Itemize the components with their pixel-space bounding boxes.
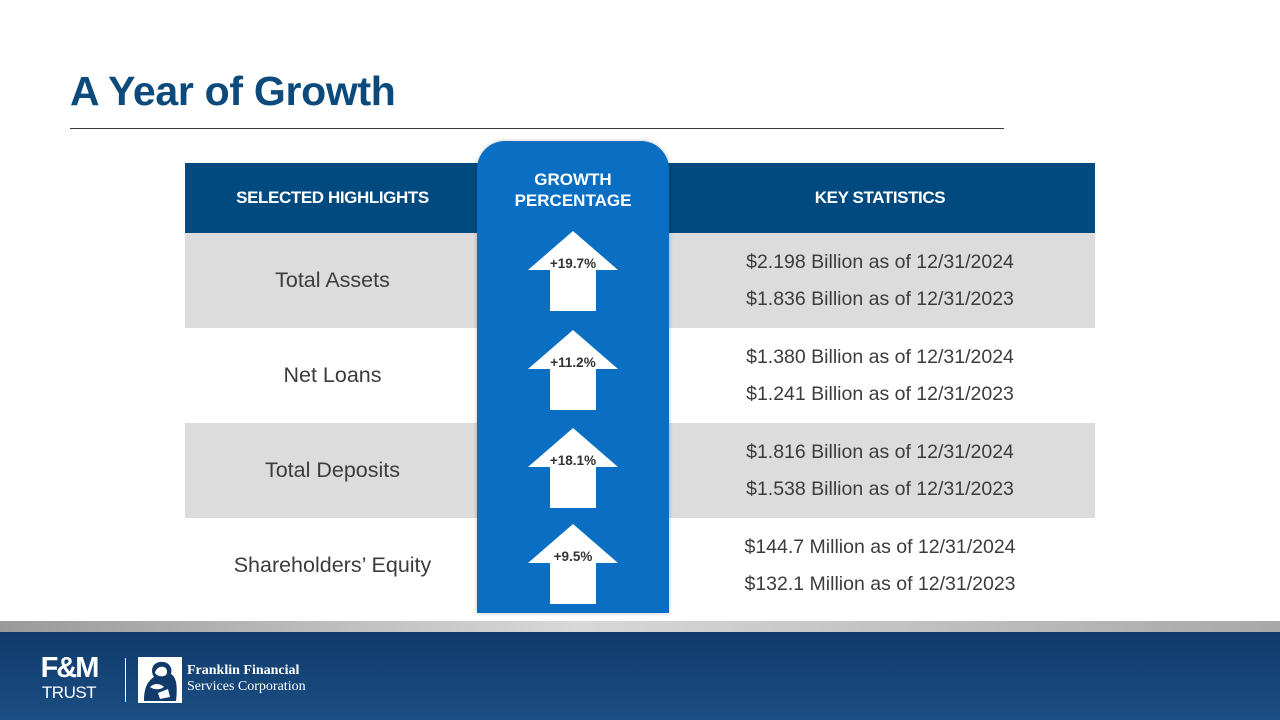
row-label: Net Loans bbox=[283, 363, 382, 387]
row-stats: $144.7 Million as of 12/31/2024 $132.1 M… bbox=[665, 518, 1095, 613]
row-label: Total Deposits bbox=[264, 458, 401, 482]
trust-logo-text: TRUST bbox=[41, 683, 97, 702]
footer-band bbox=[0, 621, 1280, 632]
logo-divider bbox=[125, 658, 126, 702]
page-title: A Year of Growth bbox=[70, 68, 396, 114]
header-key-statistics: KEY STATISTICS bbox=[814, 188, 946, 207]
growth-value: +9.5% bbox=[553, 549, 593, 564]
up-arrow-icon bbox=[528, 428, 618, 508]
header-growth-line2: PERCENTAGE bbox=[514, 191, 632, 210]
table-row-shareholders-equity: Shareholders’ Equity $144.7 Million as o… bbox=[185, 518, 1095, 613]
growth-arrow-shareholders-equity: +9.5% bbox=[527, 523, 619, 605]
header-selected-highlights: SELECTED HIGHLIGHTS bbox=[236, 188, 429, 207]
table-row-net-loans: Net Loans $1.380 Billion as of 12/31/202… bbox=[185, 328, 1095, 423]
growth-value: +11.2% bbox=[550, 355, 596, 370]
up-arrow-icon bbox=[528, 524, 618, 604]
ff-name-line2: Services Corporation bbox=[187, 679, 306, 694]
stat-2024: $2.198 Billion as of 12/31/2024 bbox=[746, 251, 1014, 273]
stat-2024: $1.380 Billion as of 12/31/2024 bbox=[746, 346, 1014, 368]
title-divider bbox=[70, 128, 1004, 129]
stat-2024: $144.7 Million as of 12/31/2024 bbox=[744, 536, 1016, 558]
fm-trust-logo: F&M TRUST bbox=[28, 652, 110, 702]
franklin-financial-logo: Franklin Financial Services Corporation bbox=[138, 657, 313, 705]
franklin-portrait-icon bbox=[138, 657, 182, 703]
growth-arrow-net-loans: +11.2% bbox=[527, 329, 619, 411]
row-label: Total Assets bbox=[275, 268, 390, 292]
growth-percentage-column: GROWTH PERCENTAGE +19.7% +11.2% +18.1% +… bbox=[477, 141, 669, 613]
row-stats: $1.380 Billion as of 12/31/2024 $1.241 B… bbox=[665, 328, 1095, 423]
fm-logo-text: F&M bbox=[40, 652, 100, 684]
stat-2023: $1.241 Billion as of 12/31/2023 bbox=[746, 383, 1014, 405]
franklin-financial-name: Franklin Financial Services Corporation bbox=[187, 663, 306, 695]
stat-2023: $1.836 Billion as of 12/31/2023 bbox=[746, 288, 1014, 310]
ff-name-line1: Franklin Financial bbox=[187, 663, 300, 678]
footer: F&M TRUST Franklin Financial Services Co… bbox=[0, 632, 1280, 720]
growth-arrow-total-assets: +19.7% bbox=[527, 230, 619, 312]
up-arrow-icon bbox=[528, 330, 618, 410]
growth-arrow-total-deposits: +18.1% bbox=[527, 427, 619, 509]
header-growth-line1: GROWTH bbox=[534, 170, 612, 189]
row-stats: $2.198 Billion as of 12/31/2024 $1.836 B… bbox=[665, 233, 1095, 328]
growth-value: +18.1% bbox=[549, 453, 597, 468]
stat-2023: $132.1 Million as of 12/31/2023 bbox=[744, 573, 1016, 595]
row-label: Shareholders’ Equity bbox=[233, 553, 432, 577]
growth-value: +19.7% bbox=[549, 256, 597, 271]
table-row-total-assets: Total Assets $2.198 Billion as of 12/31/… bbox=[185, 233, 1095, 328]
header-growth-percentage: GROWTH PERCENTAGE bbox=[477, 169, 669, 211]
stat-2024: $1.816 Billion as of 12/31/2024 bbox=[746, 441, 1014, 463]
row-stats: $1.816 Billion as of 12/31/2024 $1.538 B… bbox=[665, 423, 1095, 518]
up-arrow-icon bbox=[528, 231, 618, 311]
stat-2023: $1.538 Billion as of 12/31/2023 bbox=[746, 478, 1014, 500]
